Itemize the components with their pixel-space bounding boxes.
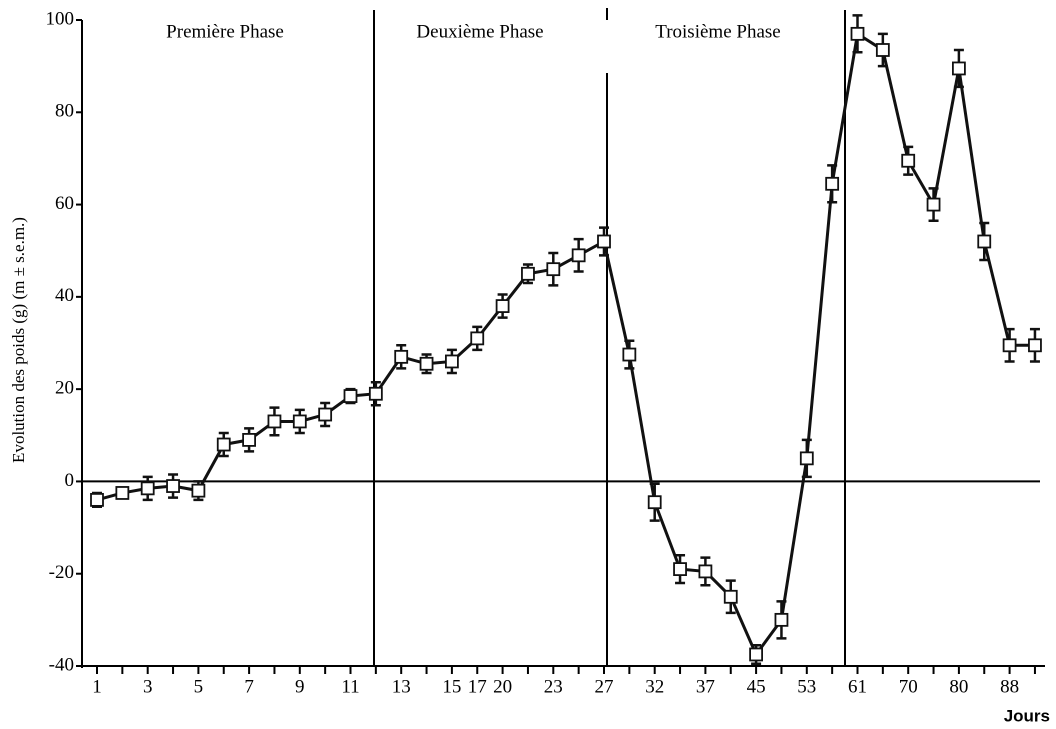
x-tick-label: 80 — [949, 676, 968, 697]
phase-label: Troisième Phase — [655, 21, 780, 42]
marker — [647, 495, 662, 510]
x-tick-label: 9 — [295, 676, 305, 697]
x-tick-label: 1 — [92, 676, 102, 697]
marker — [343, 389, 358, 403]
marker — [1002, 338, 1017, 353]
marker — [267, 414, 282, 429]
phase-label: Deuxième Phase — [416, 21, 543, 42]
marker — [571, 248, 586, 263]
phase-label: Première Phase — [166, 21, 284, 42]
y-tick-label: 20 — [55, 378, 74, 399]
marker — [419, 356, 434, 371]
marker — [977, 234, 992, 249]
marker — [242, 432, 257, 447]
marker — [597, 234, 611, 249]
x-tick-label: 5 — [194, 676, 204, 697]
data-line — [96, 31, 1035, 658]
marker — [749, 647, 763, 662]
x-tick-label: 32 — [645, 676, 664, 697]
x-axis-label: Jours — [1004, 706, 1050, 725]
x-tick-label: 70 — [899, 676, 918, 697]
marker — [825, 176, 840, 191]
x-tick-label: 27 — [595, 676, 614, 697]
marker — [216, 437, 231, 452]
marker — [191, 483, 206, 498]
marker — [926, 197, 941, 212]
x-tick-label: 17 — [468, 676, 487, 697]
y-tick-label: 60 — [55, 193, 74, 214]
x-tick-label: 45 — [747, 676, 766, 697]
marker — [952, 61, 966, 76]
marker — [850, 26, 865, 41]
x-tick-label: 11 — [341, 676, 359, 697]
marker — [875, 43, 890, 57]
marker — [292, 414, 307, 429]
marker — [166, 479, 180, 493]
x-tick-label: 61 — [848, 676, 867, 697]
x-tick-label: 13 — [392, 676, 411, 697]
y-tick-label: 40 — [55, 285, 74, 306]
marker — [901, 153, 916, 168]
marker — [115, 486, 130, 500]
x-tick-label: 37 — [696, 676, 715, 697]
x-tick-label: 7 — [244, 676, 254, 697]
marker — [470, 331, 485, 346]
marker — [774, 612, 789, 627]
y-tick-label: -20 — [49, 562, 74, 583]
x-tick-label: 15 — [442, 676, 461, 697]
marker — [799, 451, 814, 466]
marker — [1028, 338, 1042, 353]
y-tick-label: -40 — [49, 654, 74, 675]
y-tick-label: 100 — [46, 8, 75, 29]
marker — [444, 354, 459, 369]
marker — [546, 262, 561, 277]
marker — [622, 347, 637, 362]
marker — [495, 299, 510, 313]
x-tick-label: 88 — [1000, 676, 1019, 697]
marker — [698, 564, 713, 579]
marker — [368, 386, 383, 401]
marker — [90, 492, 104, 507]
x-tick-label: 20 — [493, 676, 512, 697]
marker — [318, 407, 333, 422]
y-axis-label: Evolution des poids (g) (m ± s.e.m.) — [9, 217, 28, 463]
x-tick-label: 3 — [143, 676, 153, 697]
marker — [723, 589, 738, 604]
x-tick-label: 53 — [797, 676, 816, 697]
y-tick-label: 0 — [65, 470, 75, 491]
marker — [394, 349, 409, 364]
y-tick-label: 80 — [55, 101, 74, 122]
x-tick-label: 23 — [544, 676, 563, 697]
marker — [140, 481, 155, 496]
marker — [521, 266, 535, 281]
marker — [673, 562, 687, 576]
